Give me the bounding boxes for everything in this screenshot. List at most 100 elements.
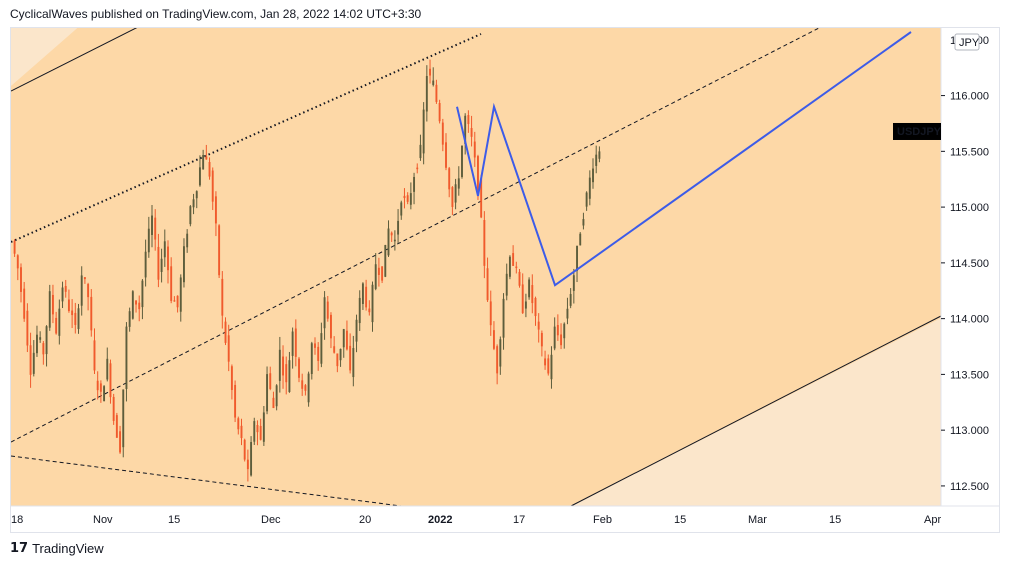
x-tick-label: 18 xyxy=(11,514,23,526)
candle-body xyxy=(361,283,364,304)
candle-body xyxy=(141,280,144,308)
candle-body xyxy=(20,267,22,292)
candle-body xyxy=(13,240,16,254)
candle-body xyxy=(243,439,246,460)
candle-body xyxy=(288,360,291,392)
candle-body xyxy=(198,167,201,186)
candle-body xyxy=(320,333,323,364)
candle-body xyxy=(528,279,531,298)
x-tick-label: Mar xyxy=(748,514,767,526)
candle-body xyxy=(483,220,486,266)
candle-body xyxy=(266,374,269,412)
candle-body xyxy=(342,329,345,348)
candle-body xyxy=(560,334,563,346)
footer: 17 TradingView xyxy=(10,541,104,556)
candle-body xyxy=(275,385,278,407)
candle-body xyxy=(67,299,70,312)
candle-body xyxy=(74,312,77,325)
candle-body xyxy=(381,266,384,281)
currency-badge xyxy=(954,33,980,51)
candle-body xyxy=(45,326,48,355)
candle-body xyxy=(173,300,176,302)
chart-frame[interactable]: 116.000 115.500 115.000 114.500 114.000 113.5… xyxy=(10,27,1000,533)
candle-body xyxy=(505,273,508,296)
channel-fill-left xyxy=(11,28,571,506)
candle-body xyxy=(352,348,355,378)
candle-body xyxy=(390,232,393,236)
candle-body xyxy=(138,302,141,310)
wave-projection-line xyxy=(456,31,912,287)
candle-body xyxy=(377,267,380,275)
candle-body xyxy=(96,380,99,391)
candle-body xyxy=(269,373,272,389)
candle-body xyxy=(339,348,342,361)
candle-body xyxy=(144,251,147,278)
candle-body xyxy=(51,294,54,315)
y-tick-label: 113.500 xyxy=(950,369,989,381)
candle-body xyxy=(314,343,316,348)
candle-body xyxy=(208,161,211,177)
candle-body xyxy=(205,156,208,160)
upper-channel-line xyxy=(11,28,138,92)
candle-body xyxy=(531,285,534,304)
candle-body xyxy=(502,298,505,338)
candle-body xyxy=(524,301,527,309)
candle-body xyxy=(237,418,240,430)
candle-body xyxy=(170,266,173,301)
candle-body xyxy=(400,202,403,216)
candle-body xyxy=(301,380,304,389)
candle-body xyxy=(189,206,192,225)
candle-body xyxy=(285,364,288,383)
candle-body xyxy=(157,246,160,280)
candle-body xyxy=(358,297,361,324)
candle-body xyxy=(246,459,249,470)
candle-body xyxy=(224,321,227,343)
candle-body xyxy=(492,330,495,349)
candle-body xyxy=(547,358,550,374)
footer-brand: TradingView xyxy=(32,541,104,556)
candle-body xyxy=(230,366,233,390)
candle-body xyxy=(240,425,243,439)
candle-body xyxy=(99,383,102,392)
dotted-resistance-line xyxy=(11,33,482,243)
candle-body xyxy=(422,109,425,154)
candle-body xyxy=(451,187,454,207)
publish-header: CyclicalWaves published on TradingView.c… xyxy=(10,7,422,21)
candle-body xyxy=(112,396,115,421)
candle-body xyxy=(221,278,224,316)
candle-body xyxy=(397,220,400,235)
candle-body xyxy=(259,425,262,440)
x-tick-label: 15 xyxy=(168,514,180,526)
candle-body xyxy=(202,155,205,170)
candle-body xyxy=(569,294,572,306)
candle-body xyxy=(272,397,275,409)
candle-body xyxy=(425,76,428,112)
candle-body xyxy=(553,326,556,349)
candle-body xyxy=(355,319,358,342)
candle-body xyxy=(534,297,537,317)
candle-body xyxy=(80,275,83,306)
candle-body xyxy=(186,233,189,248)
candle-body xyxy=(480,178,483,218)
candle-body xyxy=(544,358,547,366)
candle-body xyxy=(454,184,457,203)
candle-body xyxy=(262,412,265,442)
candle-body xyxy=(550,354,553,380)
candle-body xyxy=(563,323,566,339)
candle-body xyxy=(582,219,585,226)
candle-body xyxy=(278,349,281,381)
x-tick-label: Feb xyxy=(593,514,612,526)
price-chart[interactable]: 116.000 115.500 115.000 114.500 114.000 113.5… xyxy=(11,28,999,532)
price-axis-background xyxy=(941,28,999,532)
candle-body xyxy=(384,245,387,277)
candle-body xyxy=(598,151,601,159)
symbol-badge xyxy=(893,122,941,140)
candle-body xyxy=(48,291,51,328)
x-tick-label: 15 xyxy=(674,514,686,526)
candle-body xyxy=(323,297,326,329)
candle-body xyxy=(58,308,61,336)
candle-body xyxy=(83,277,86,280)
candle-body xyxy=(445,142,447,168)
y-tick-label: 115.000 xyxy=(950,202,989,214)
candle-body xyxy=(326,301,329,319)
